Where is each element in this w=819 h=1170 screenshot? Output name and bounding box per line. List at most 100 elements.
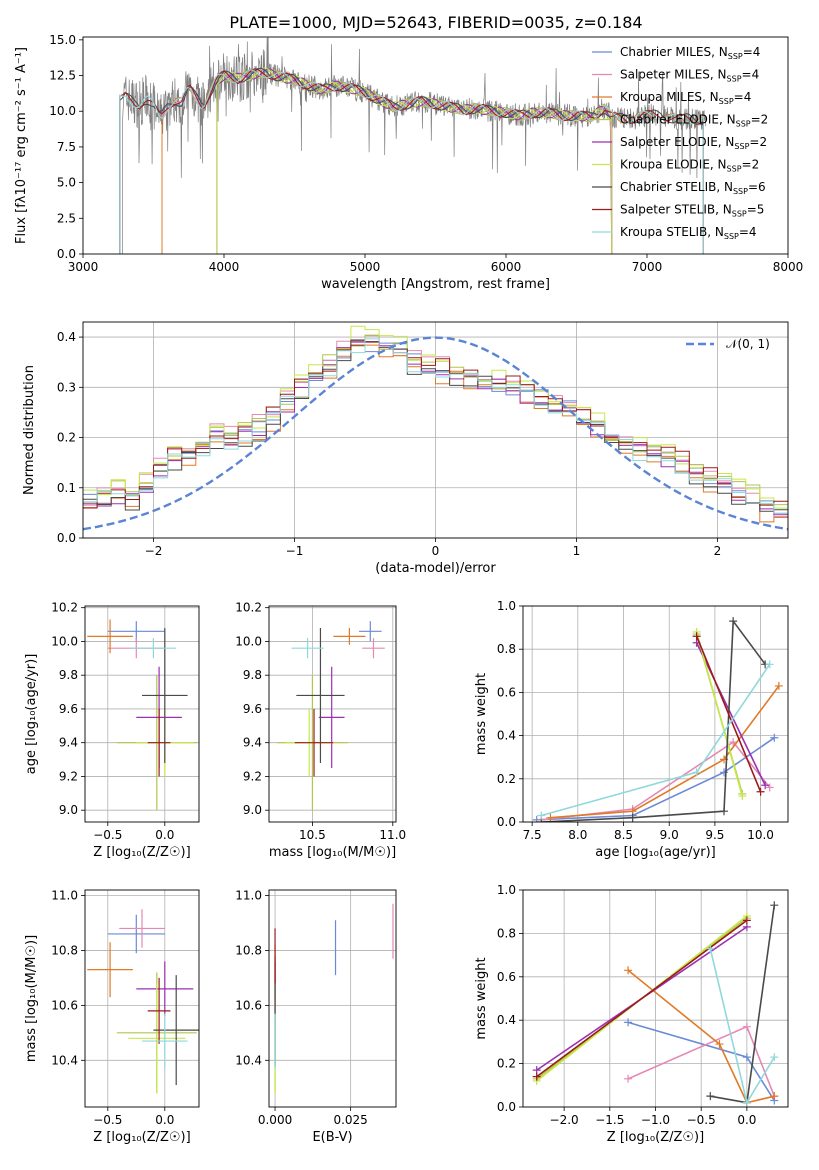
y-tick-label: 10.6 [51,998,78,1012]
weight-marker [738,792,747,801]
y-tick-label: 0.0 [57,531,76,545]
y-tick-label: 10.4 [235,1053,262,1067]
y-tick-label: 9.2 [59,769,78,783]
weight-marker [729,617,738,626]
x-tick-label: 11.0 [379,828,406,842]
weight-marker [692,632,701,641]
legend-tail: =4 [742,68,760,82]
axes-mass_vs_ebv: 0.000 0.025 10.4 10.6 10.8 11.0 E(B-V) [235,888,397,1145]
y-tick-label: 0.8 [497,642,516,656]
x-axis-label: (data-model)/error [375,561,496,576]
histogram-series [83,338,788,514]
y-tick-label: 1.0 [497,883,516,897]
x-axis-label: Z [log₁₀(Z/Z☉)] [93,1130,190,1145]
plot-area-mass_vs_Z [87,909,199,1094]
y-tick-label: 9.4 [243,736,262,750]
axes-age_vs_mass: 10.5 11.0 9.0 9.2 9.4 9.6 9.8 10.0 10.2 mass [log… [235,601,406,860]
y-tick-label: 0.6 [497,970,516,984]
plot-frame [522,605,789,823]
legend-tail: =2 [751,113,769,127]
x-tick-label: 10.0 [747,828,774,842]
x-axis-label: Z [log₁₀(Z/Z☉)] [93,845,190,860]
y-tick-label: 0.2 [57,431,76,445]
legend-entry: Chabrier MILES, NSSP=4 [620,45,760,61]
legend-subscript: SSP [727,75,742,84]
x-tick-label: 8.0 [568,828,587,842]
legend-entry: Kroupa MILES, NSSP=4 [620,90,751,106]
legend-subscript: SSP [732,210,747,219]
plot-area-age_vs_Z [87,619,197,811]
y-tick-label: 0.0 [57,247,76,261]
axes-age_vs_Z: −0.5 0.0 9.0 9.2 9.4 9.6 9.8 10.0 10.2 Z [log₁₀(Z… [24,601,200,860]
weight-marker [742,1098,751,1107]
legend-tail: =4 [739,225,757,239]
y-tick-label: 10.8 [235,943,262,957]
x-tick-label: 4000 [209,260,240,274]
histogram-series [83,340,788,523]
plot-area-weight_vs_age [532,617,783,822]
y-tick-label: 10.2 [235,601,262,615]
y-tick-label: 9.6 [59,702,78,716]
weight-series [627,969,775,1104]
legend-tail: =6 [748,180,766,194]
y-axis-label: mass weight [474,673,489,755]
weight-marker [765,783,774,792]
observed-spectrum [119,37,707,254]
x-tick-label: 7.5 [523,828,542,842]
plot-frame [82,321,789,539]
plot-area-residuals [83,325,788,531]
x-tick-label: −1.5 [595,1113,624,1127]
weight-marker [537,811,546,820]
x-tick-label: −1 [286,544,304,558]
plot-layer: 3000 4000 5000 6000 7000 80000.02.55.07.510.0… [14,33,803,1145]
x-tick-label: −1.0 [641,1113,670,1127]
legend-subscript: SSP [736,120,751,129]
y-axis-label: Flux [fλ10⁻¹⁷ erg cm⁻² s⁻¹ A⁻¹] [14,47,29,244]
plot-area-mass_vs_ebv [274,903,394,1094]
weight-marker [624,1018,633,1027]
axes-spectrum: 3000 4000 5000 6000 7000 8000 0.0 2.5 5.0 7.5 10.0… [14,33,803,292]
weight-marker [756,787,765,796]
legend-entry: Salpeter MILES, NSSP=4 [620,68,759,84]
y-tick-label: 0.4 [497,1013,516,1027]
axes-mass_vs_Z: −0.5 0.0 10.4 10.6 10.8 11.0 Z [log₁₀(Z/Z☉)] ma… [24,888,200,1145]
y-axis-label: mass [log₁₀(M/M☉)] [24,935,39,1062]
weight-marker [720,807,729,816]
weight-marker [742,916,751,925]
x-axis-label: E(B-V) [312,1130,352,1145]
axes-residuals: −2 −1 0 1 2 0.0 0.1 0.2 0.3 0.4 (data-model)/error… [22,321,789,576]
y-tick-label: 5.0 [57,176,76,190]
y-tick-label: 9.8 [243,668,262,682]
weight-marker [628,813,637,822]
legend-subscript: SSP [733,187,748,196]
y-tick-label: 9.2 [243,769,262,783]
y-tick-label: 0.1 [57,481,76,495]
y-tick-label: 10.6 [235,998,262,1012]
y-axis-label: mass weight [474,957,489,1039]
y-axis-label: Normed distribution [22,365,37,495]
weight-marker [742,1022,751,1031]
gaussian-curve [83,336,788,531]
plot-area-spectrum [119,37,707,254]
y-axis-label: age [log₁₀(age/yr)] [24,654,39,775]
weight-marker [770,1053,779,1062]
histogram-series [83,339,788,512]
plot-area-weight_vs_Z [532,901,779,1107]
weight-marker [729,738,738,747]
x-axis-label: wavelength [Angstrom, rest frame] [321,277,550,292]
x-tick-label: 6000 [491,260,522,274]
y-tick-label: 1.0 [497,599,516,613]
y-tick-label: 0.0 [497,815,516,829]
weight-marker [774,681,783,690]
weight-marker [624,966,633,975]
y-tick-label: 0.2 [497,1057,516,1071]
weight-marker [715,1040,724,1049]
plot-frame [522,889,789,1108]
legend-entry: 𝒩(0, 1) [726,337,770,351]
x-tick-label: 8.5 [614,828,633,842]
legend-entry: Chabrier ELODIE, NSSP=2 [620,113,768,129]
y-tick-label: 9.0 [243,803,262,817]
axes-weight_vs_Z: −2.0 −1.5 −1.0 −0.5 0.0 0.0 0.2 0.4 0.6 0.8 1.0 Z [… [474,883,789,1145]
weight-series [695,635,762,793]
